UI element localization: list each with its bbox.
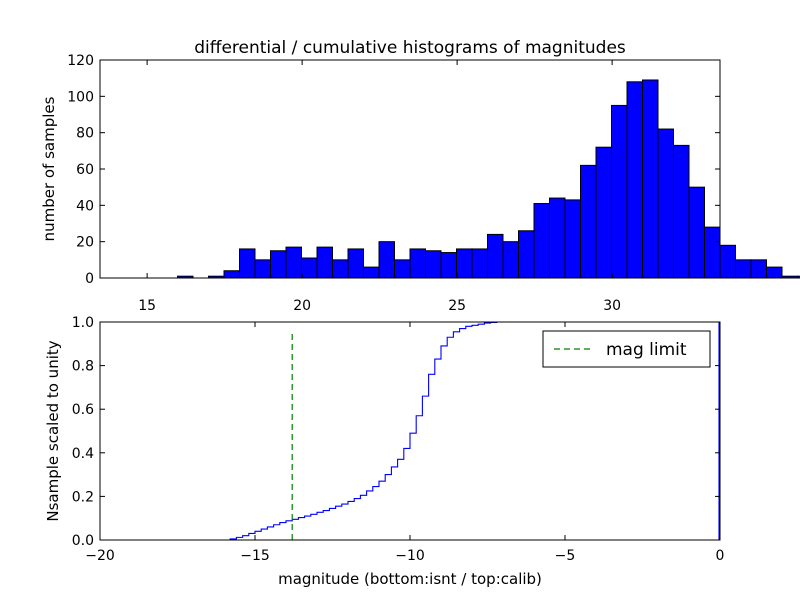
legend: mag limit bbox=[542, 330, 711, 368]
histogram-bar bbox=[316, 246, 333, 279]
histogram-bar bbox=[347, 248, 364, 279]
histogram-bar bbox=[394, 259, 411, 279]
histogram-bar bbox=[533, 203, 550, 279]
histogram-bar bbox=[409, 248, 426, 279]
top-x-tick-label: 15 bbox=[138, 298, 156, 314]
bottom-y-tick-label: 0.8 bbox=[72, 359, 94, 375]
histogram-bar bbox=[440, 252, 457, 279]
histogram-bar bbox=[781, 275, 798, 279]
bottom-x-tick-label: −15 bbox=[240, 548, 270, 564]
top-y-tick-label: 0 bbox=[85, 271, 94, 287]
histogram-bar bbox=[595, 146, 612, 279]
bottom-plot-frame bbox=[99, 321, 721, 541]
bottom-y-tick-label: 1.0 bbox=[72, 315, 94, 331]
cumulative-step-line bbox=[100, 321, 720, 541]
histogram-bar bbox=[580, 164, 597, 279]
histogram-bar bbox=[797, 275, 800, 279]
top-y-tick-label: 100 bbox=[67, 89, 94, 105]
histogram-bar bbox=[239, 248, 256, 279]
histogram-bar bbox=[270, 250, 287, 279]
top-y-tick-label: 20 bbox=[76, 235, 94, 251]
histogram-bar bbox=[673, 144, 690, 279]
bottom-x-axis-label: magnitude (bottom:isnt / top:calib) bbox=[278, 570, 542, 588]
top-x-tick-label: 20 bbox=[293, 298, 311, 314]
histogram-bar bbox=[223, 270, 240, 279]
histogram-bar bbox=[657, 128, 674, 279]
histogram-bar bbox=[425, 250, 442, 279]
bottom-x-tick-label: 0 bbox=[716, 548, 725, 564]
histogram-bar bbox=[564, 199, 581, 279]
histogram-bar bbox=[719, 244, 736, 279]
histogram-bar bbox=[642, 79, 659, 279]
histogram-bar bbox=[471, 248, 488, 279]
top-histogram-panel: differential / cumulative histograms of … bbox=[40, 38, 800, 314]
bottom-cumulative-panel: Nsample scaled to unity magnitude (botto… bbox=[44, 315, 724, 588]
bottom-ticks-group: 0.0 0.2 0.4 0.6 0.8 1.0 −20 −15 −10 −5 0 bbox=[72, 315, 725, 564]
histogram-bar bbox=[285, 246, 302, 279]
histogram-bar bbox=[750, 259, 767, 279]
bottom-y-tick-label: 0.2 bbox=[72, 489, 94, 505]
histogram-bar bbox=[766, 266, 783, 279]
top-plot-frame bbox=[99, 59, 721, 279]
histogram-bar bbox=[254, 259, 271, 279]
bottom-x-tick-label: −5 bbox=[555, 548, 576, 564]
top-y-tick-label: 120 bbox=[67, 53, 94, 69]
bottom-x-tick-label: −20 bbox=[85, 548, 115, 564]
histogram-bar bbox=[688, 186, 705, 279]
bottom-y-tick-label: 0.6 bbox=[72, 402, 94, 418]
top-y-tick-label: 60 bbox=[76, 162, 94, 178]
histogram-bar bbox=[735, 259, 752, 279]
bottom-y-tick-label: 0.4 bbox=[72, 446, 94, 462]
bottom-y-axis-label: Nsample scaled to unity bbox=[44, 340, 62, 521]
histogram-bar bbox=[456, 248, 473, 279]
top-ticks-group: 0 20 40 60 80 100 120 15 20 25 30 bbox=[67, 53, 720, 314]
bottom-lines-group bbox=[100, 321, 720, 541]
histogram-bar bbox=[704, 226, 721, 279]
bottom-y-tick-label: 0.0 bbox=[72, 533, 94, 549]
top-y-tick-label: 40 bbox=[76, 198, 94, 214]
top-x-tick-label: 30 bbox=[603, 298, 621, 314]
histogram-bar bbox=[487, 233, 504, 279]
histogram-bar bbox=[518, 230, 535, 279]
histogram-bar bbox=[502, 241, 519, 279]
histogram-bar bbox=[626, 81, 643, 279]
top-x-tick-label: 25 bbox=[448, 298, 466, 314]
histogram-bar bbox=[378, 241, 395, 279]
legend-box bbox=[542, 330, 711, 368]
top-y-tick-label: 80 bbox=[76, 126, 94, 142]
top-y-axis-label: number of samples bbox=[40, 96, 58, 241]
legend-entry-mag-limit: mag limit bbox=[606, 340, 687, 360]
top-bars-group bbox=[177, 79, 800, 279]
histogram-bar bbox=[363, 266, 380, 279]
histogram-bar bbox=[332, 259, 349, 279]
histogram-bar bbox=[611, 104, 628, 279]
histogram-bar bbox=[549, 197, 566, 279]
top-chart-title: differential / cumulative histograms of … bbox=[194, 38, 626, 58]
histogram-bar bbox=[301, 257, 318, 279]
bottom-x-tick-label: −10 bbox=[395, 548, 425, 564]
